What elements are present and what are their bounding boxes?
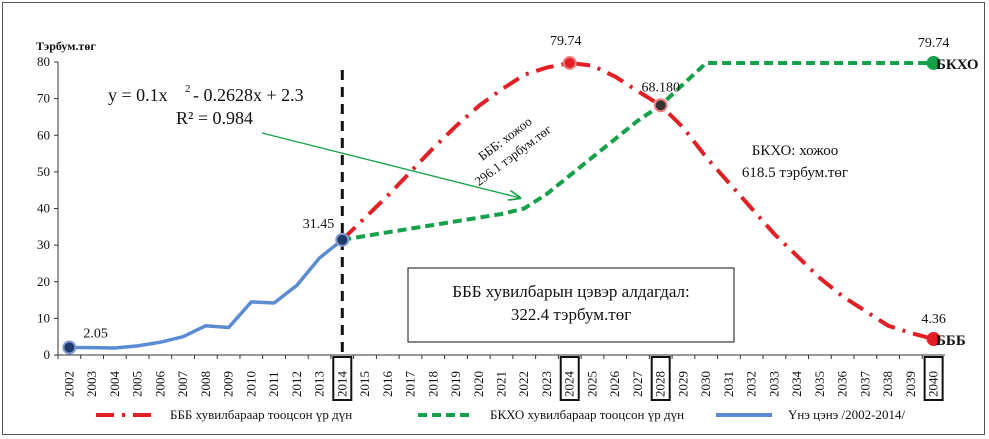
data-label: 2.05 bbox=[83, 326, 108, 341]
x-tick-label: 2020 bbox=[471, 371, 486, 397]
data-point-marker bbox=[926, 55, 941, 70]
x-tick-highlight-box bbox=[559, 356, 580, 401]
x-tick-highlight-box bbox=[332, 356, 353, 401]
series-end-label-bkho: БКХО bbox=[936, 57, 979, 73]
data-label: 79.74 bbox=[918, 36, 950, 51]
x-tick-label: 2002 bbox=[61, 371, 76, 397]
x-tick-label: 2030 bbox=[698, 371, 713, 397]
x-tick-label: 2037 bbox=[857, 371, 872, 398]
data-label: 4.36 bbox=[921, 312, 946, 327]
x-tick-label: 2033 bbox=[766, 371, 781, 397]
series-end-label-bbb: БББ bbox=[936, 333, 966, 349]
loss-box-line1: БББ хувилбарын цэвэр алдагдал: bbox=[452, 282, 689, 301]
x-tick-label: 2011 bbox=[266, 371, 281, 397]
y-tick-label: 70 bbox=[37, 91, 50, 106]
x-tick-label: 2039 bbox=[903, 371, 918, 397]
y-tick-label: 30 bbox=[37, 237, 50, 252]
trend-arrow bbox=[261, 132, 520, 198]
data-point-marker bbox=[62, 340, 77, 355]
x-tick-label: 2036 bbox=[835, 371, 850, 398]
x-tick-label: 2012 bbox=[289, 371, 304, 397]
x-tick-label: 2007 bbox=[175, 371, 190, 398]
x-tick-label: 2032 bbox=[744, 371, 759, 397]
y-tick-label: 40 bbox=[37, 201, 50, 216]
x-tick-label: 2013 bbox=[312, 371, 327, 397]
x-tick-label: 2022 bbox=[516, 371, 531, 397]
x-tick-label: 2027 bbox=[630, 371, 645, 398]
data-label: 79.74 bbox=[550, 34, 582, 49]
series-line-1 bbox=[341, 60, 934, 242]
series-line-2 bbox=[69, 238, 344, 350]
y-tick-label: 80 bbox=[37, 54, 50, 69]
x-tick-label: 2028 bbox=[653, 371, 668, 397]
loss-box-line2: 322.4 тэрбум.төг bbox=[511, 305, 631, 324]
x-tick-label: 2018 bbox=[425, 371, 440, 397]
x-tick-label: 2031 bbox=[721, 371, 736, 397]
x-tick-label: 2015 bbox=[357, 371, 372, 397]
x-tick-label: 2005 bbox=[130, 371, 145, 397]
x-tick-label: 2009 bbox=[221, 371, 236, 397]
series-line-0 bbox=[340, 60, 935, 341]
trend-equation: y = 0.1x bbox=[108, 85, 168, 105]
x-tick-label: 2035 bbox=[812, 371, 827, 397]
data-label: 31.45 bbox=[303, 217, 335, 232]
x-tick-label: 2029 bbox=[675, 371, 690, 397]
x-tick-label: 2004 bbox=[107, 371, 122, 398]
y-tick-label: 50 bbox=[37, 164, 50, 179]
x-tick-label: 2017 bbox=[403, 371, 418, 398]
x-tick-label: 2003 bbox=[84, 371, 99, 397]
x-tick-label: 2010 bbox=[243, 371, 258, 397]
data-point-marker bbox=[562, 55, 577, 70]
data-point-marker bbox=[926, 332, 941, 347]
bkho-total-line2: 618.5 тэрбум.төг bbox=[742, 165, 848, 181]
x-tick-label: 2038 bbox=[880, 371, 895, 397]
data-label: 68.180 bbox=[641, 80, 680, 95]
data-point-marker bbox=[653, 98, 668, 113]
x-tick-label: 2016 bbox=[380, 371, 395, 398]
x-tick-label: 2008 bbox=[198, 371, 213, 397]
y-tick-label: 20 bbox=[37, 274, 50, 289]
y-axis-label: Тэрбум.төг bbox=[36, 39, 96, 53]
x-tick-label: 2023 bbox=[539, 371, 554, 397]
y-tick-label: 0 bbox=[44, 347, 51, 362]
trend-equation-exponent: 2 bbox=[185, 83, 191, 95]
x-tick-label: 2019 bbox=[448, 371, 463, 397]
loss-box bbox=[407, 267, 735, 343]
y-tick-label: 60 bbox=[37, 127, 50, 142]
x-tick-label: 2025 bbox=[584, 371, 599, 397]
bkho-total-line1: БКХО: хожоо bbox=[752, 143, 838, 159]
x-tick-label: 2040 bbox=[926, 371, 941, 397]
x-tick-label: 2006 bbox=[152, 371, 167, 398]
trend-equation-rest: - 0.2628x + 2.3 bbox=[193, 85, 304, 105]
legend-label-1: БКХО хувилбараар тооцсон үр дүн bbox=[490, 407, 684, 422]
x-tick-highlight-box bbox=[650, 356, 671, 401]
legend-label-2: Үнэ цэнэ /2002-2014/ bbox=[788, 407, 905, 422]
x-tick-label: 2021 bbox=[494, 371, 509, 397]
x-tick-label: 2026 bbox=[607, 371, 622, 398]
r-squared: R² = 0.984 bbox=[176, 108, 253, 128]
x-tick-label: 2014 bbox=[334, 371, 349, 398]
x-tick-label: 2024 bbox=[562, 371, 577, 398]
x-tick-label: 2034 bbox=[789, 371, 804, 398]
data-point-marker bbox=[335, 232, 350, 247]
y-tick-label: 10 bbox=[37, 310, 50, 325]
x-tick-highlight-box bbox=[923, 356, 944, 401]
legend-label-0: БББ хувилбараар тооцсон үр дүн bbox=[170, 407, 352, 422]
